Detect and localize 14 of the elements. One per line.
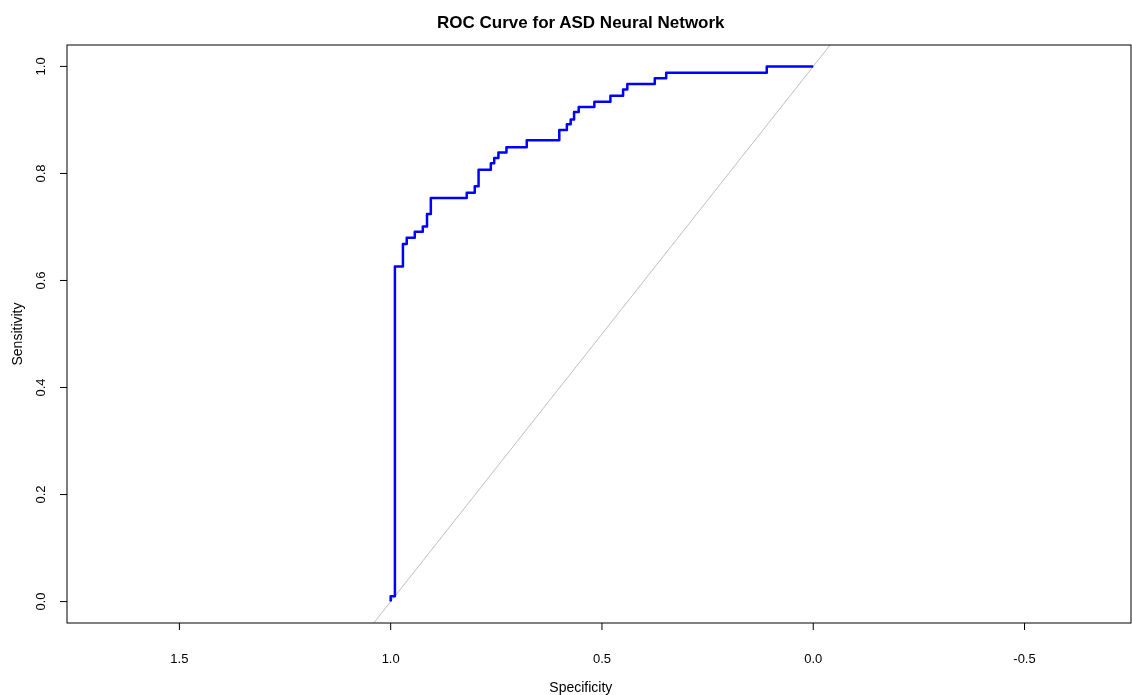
y-tick-label: 0.0	[33, 592, 48, 611]
y-tick-label: 0.8	[33, 164, 48, 183]
y-axis-title: Sensitivity	[9, 302, 25, 366]
y-tick-label: 0.4	[33, 378, 48, 397]
x-tick-label: 0.0	[804, 651, 823, 666]
x-tick-label: -0.5	[1013, 651, 1036, 666]
y-tick-label: 1.0	[33, 57, 48, 76]
x-axis-title: Specificity	[549, 679, 613, 695]
chart-title: ROC Curve for ASD Neural Network	[437, 13, 726, 32]
x-tick-label: 0.5	[592, 651, 611, 666]
x-tick-label: 1.0	[381, 651, 400, 666]
y-tick-label: 0.6	[33, 271, 48, 290]
y-tick-label: 0.2	[33, 485, 48, 504]
x-tick-label: 1.5	[170, 651, 189, 666]
